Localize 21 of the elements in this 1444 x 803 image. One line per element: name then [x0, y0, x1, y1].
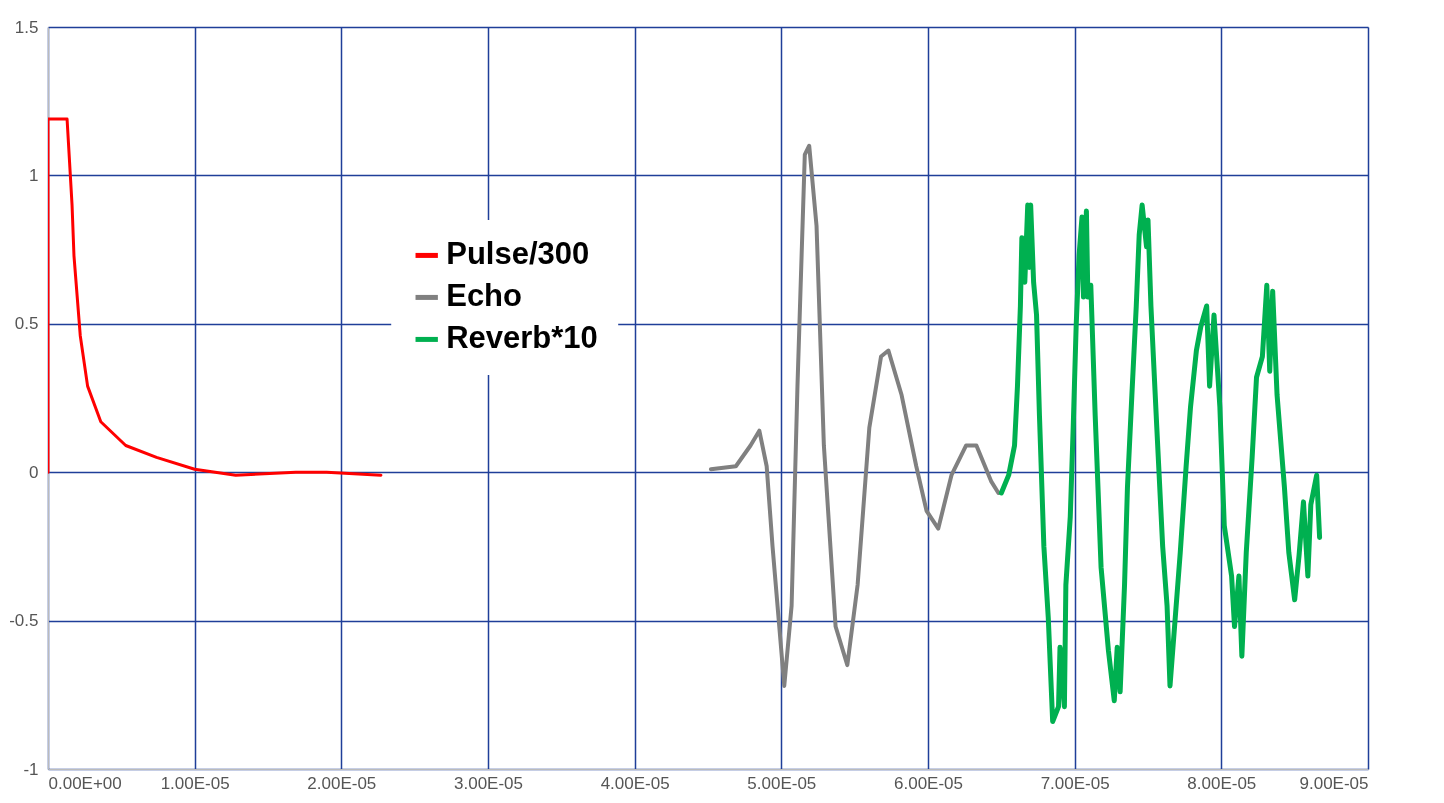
y-tick-label: -1 [23, 759, 39, 779]
y-tick-label: 0 [29, 462, 39, 482]
legend-label: Reverb*10 [446, 320, 598, 356]
x-tick-label: 8.00E-05 [1187, 773, 1257, 793]
x-tick-label: 4.00E-05 [600, 773, 670, 793]
line-series [48, 117, 383, 477]
y-tick-label: 0.5 [14, 314, 39, 334]
x-tick-label: 0.00E+00 [48, 773, 122, 793]
y-tick-label: -0.5 [9, 611, 39, 631]
x-tick-label: 9.00E-05 [1299, 773, 1369, 793]
x-tick-label: 7.00E-05 [1040, 773, 1110, 793]
y-tick-label: 1.5 [14, 17, 39, 37]
x-tick-label: 1.00E-05 [160, 773, 230, 793]
line-series [708, 143, 1001, 688]
x-tick-label: 3.00E-05 [454, 773, 523, 793]
x-tick-label: 5.00E-05 [747, 773, 817, 793]
legend-label: Echo [446, 278, 522, 314]
y-tick-label: 1 [29, 165, 39, 185]
x-tick-label: 6.00E-05 [894, 773, 963, 793]
legend-label: Pulse/300 [446, 236, 590, 272]
x-tick-label: 2.00E-05 [307, 773, 377, 793]
